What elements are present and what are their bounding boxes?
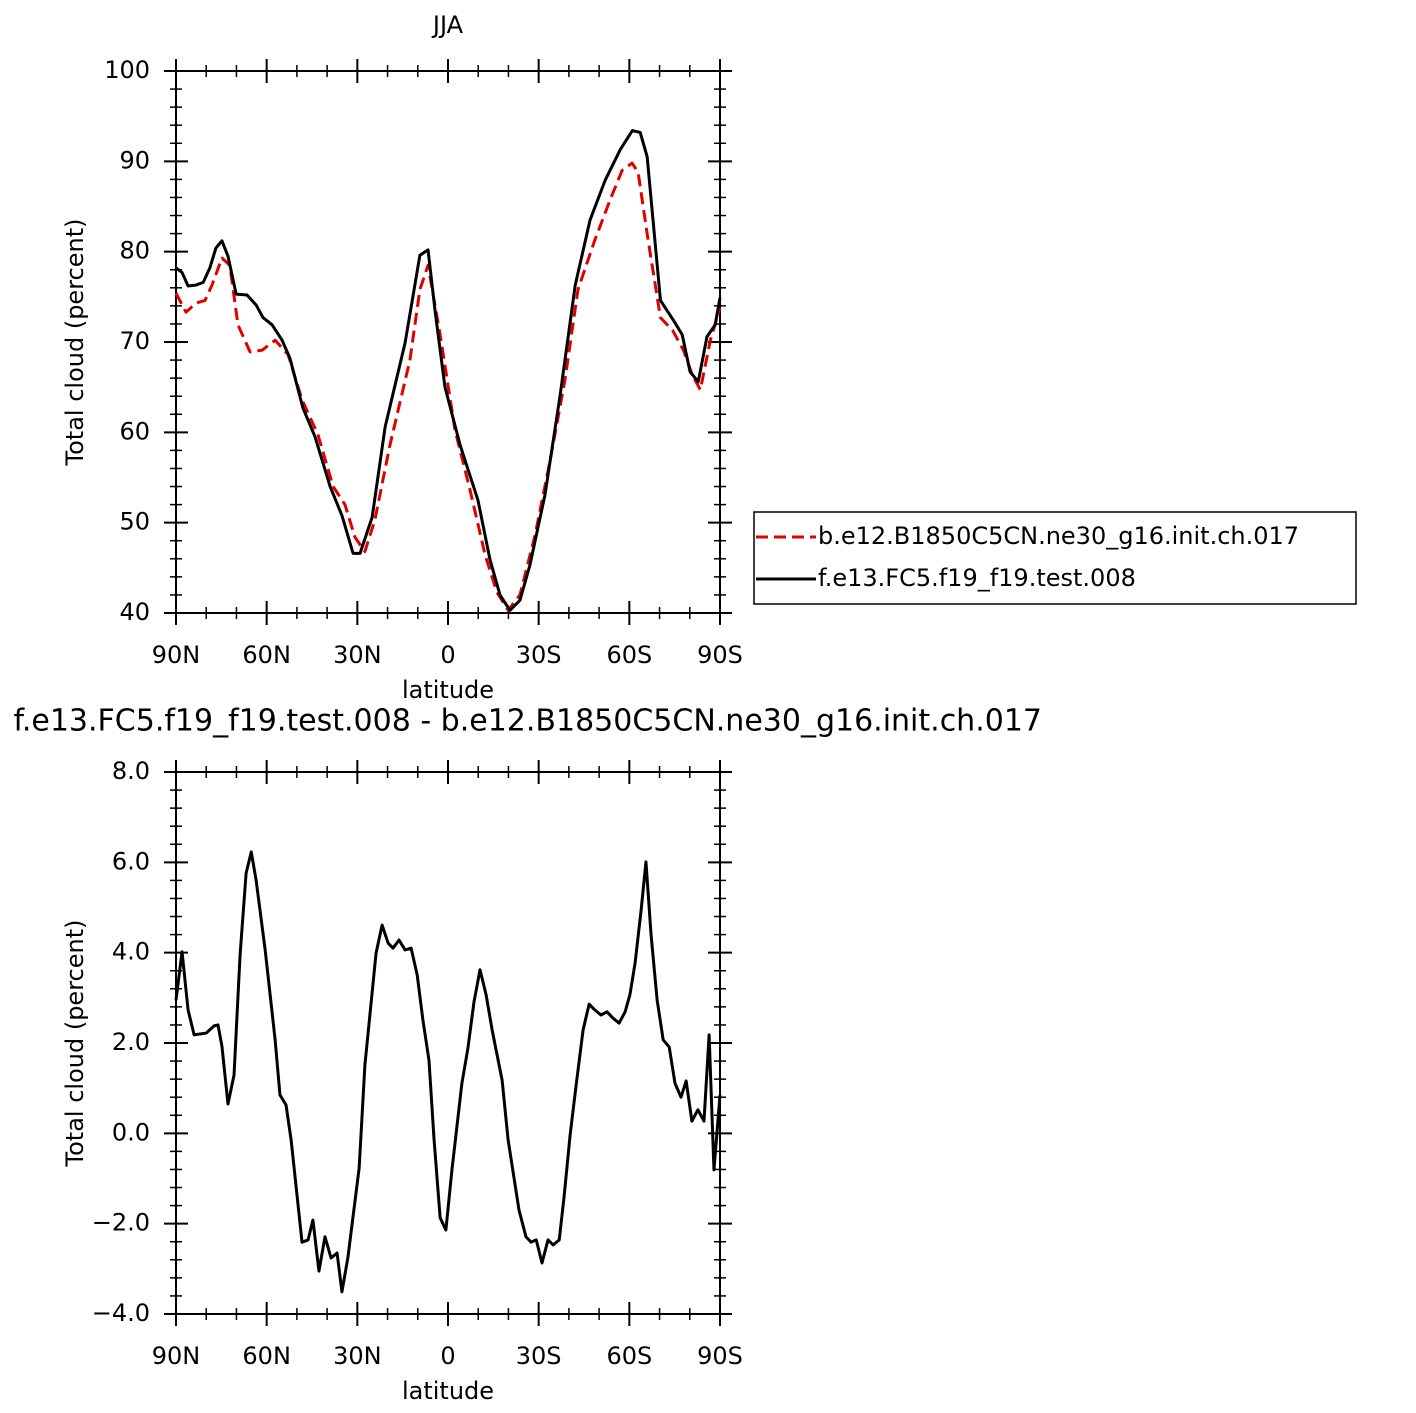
data-line: [174, 850, 722, 1294]
y-tick-label: 40: [119, 598, 150, 626]
legend-label: b.e12.B1850C5CN.ne30_g16.init.ch.017: [818, 522, 1299, 550]
x-tick-label: 60N: [242, 1342, 291, 1370]
data-line: [174, 161, 722, 612]
x-axis-label: latitude: [402, 676, 494, 704]
x-tick-label: 30S: [516, 641, 562, 669]
y-tick-label: −4.0: [92, 1299, 150, 1327]
x-tick-label: 30N: [333, 1342, 382, 1370]
x-tick-label: 90S: [697, 1342, 743, 1370]
y-tick-label: 90: [119, 146, 150, 174]
legend-box: [753, 511, 1357, 605]
y-tick-label: −2.0: [92, 1209, 150, 1237]
chart-title: JJA: [431, 11, 464, 39]
legend-label: f.e13.FC5.f19_f19.test.008: [818, 564, 1136, 592]
plot-frame: [175, 771, 721, 1315]
y-tick-label: 60: [119, 417, 150, 445]
x-tick-label: 90N: [152, 1342, 201, 1370]
plot-frame: [175, 70, 721, 614]
x-tick-label: 30N: [333, 641, 382, 669]
x-tick-label: 30S: [516, 1342, 562, 1370]
y-tick-label: 0.0: [112, 1118, 150, 1146]
y-tick-label: 50: [119, 508, 150, 536]
y-tick-label: 70: [119, 327, 150, 355]
y-axis-label: Total cloud (percent): [61, 219, 89, 467]
y-tick-label: 8.0: [112, 757, 150, 785]
y-axis-label: Total cloud (percent): [61, 920, 89, 1168]
x-tick-label: 0: [440, 641, 455, 669]
x-tick-label: 60S: [606, 641, 652, 669]
x-tick-label: 60S: [606, 1342, 652, 1370]
y-tick-label: 6.0: [112, 847, 150, 875]
x-axis-label: latitude: [402, 1377, 494, 1405]
chart-title: f.e13.FC5.f19_f19.test.008 - b.e12.B1850…: [13, 704, 1042, 739]
x-tick-label: 0: [440, 1342, 455, 1370]
y-tick-label: 80: [119, 237, 150, 265]
y-tick-label: 4.0: [112, 938, 150, 966]
x-tick-label: 60N: [242, 641, 291, 669]
x-tick-label: 90N: [152, 641, 201, 669]
y-tick-label: 2.0: [112, 1028, 150, 1056]
x-tick-label: 90S: [697, 641, 743, 669]
data-line: [175, 129, 722, 612]
y-tick-label: 100: [104, 56, 150, 84]
